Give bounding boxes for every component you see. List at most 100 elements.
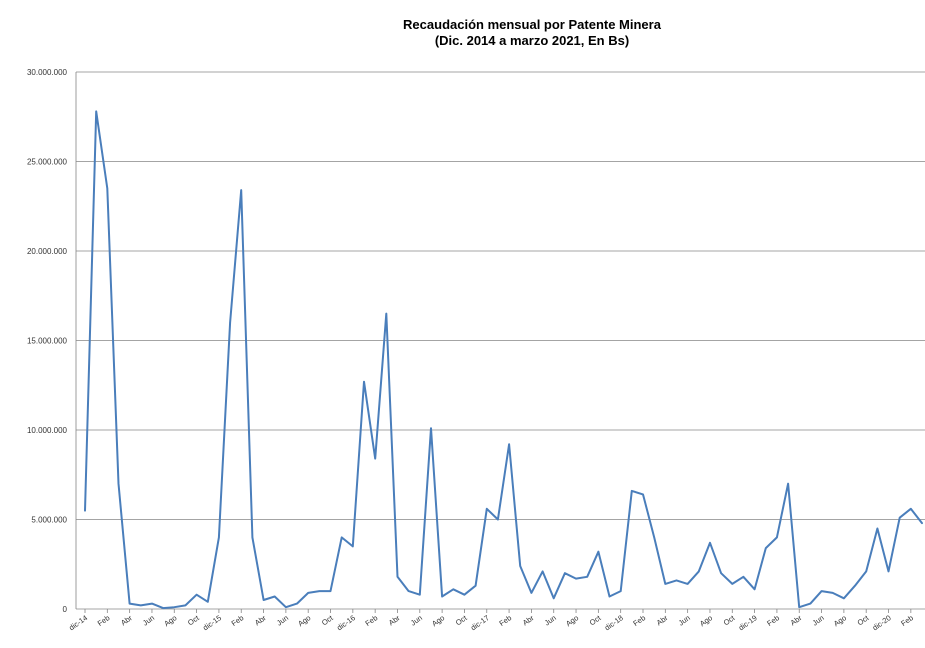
x-tick-label: Jun: [677, 613, 692, 627]
data-point: [687, 583, 689, 585]
x-tick-label: Jun: [543, 613, 558, 627]
x-tick-label: Jun: [275, 613, 290, 627]
y-tick-label: 20.000.000: [27, 247, 68, 256]
x-tick-label: Ago: [430, 613, 446, 628]
x-tick-label: Feb: [631, 613, 647, 628]
x-tick-label: dic-17: [469, 613, 491, 632]
data-point: [541, 570, 544, 573]
data-point: [776, 536, 778, 539]
y-tick-label: 30.000.000: [27, 68, 68, 77]
data-point: [173, 606, 175, 608]
data-point: [408, 590, 410, 592]
data-point: [564, 572, 566, 574]
data-point: [285, 606, 287, 608]
x-tick-label: dic-18: [603, 613, 625, 632]
data-point: [329, 590, 332, 592]
data-point: [84, 509, 86, 512]
data-point: [709, 542, 711, 544]
data-point: [441, 595, 443, 598]
data-point: [151, 603, 153, 605]
data-point: [787, 483, 789, 485]
data-point: [184, 604, 187, 607]
x-tick-label: Oct: [454, 613, 469, 628]
x-tick-label: Feb: [230, 613, 246, 628]
data-point: [608, 595, 611, 598]
data-point: [341, 536, 343, 539]
data-point: [140, 604, 142, 607]
data-point: [586, 576, 588, 578]
data-point: [117, 483, 120, 485]
x-tick-label: dic-20: [871, 613, 893, 632]
data-point: [832, 592, 834, 594]
x-tick-label: dic-16: [335, 613, 357, 632]
data-point: [899, 517, 901, 519]
x-tick-label: Ago: [564, 613, 580, 628]
data-point: [196, 594, 198, 596]
data-point: [765, 547, 767, 549]
data-point: [274, 595, 276, 598]
data-point: [798, 606, 800, 608]
chart-subtitle: (Dic. 2014 a marzo 2021, En Bs): [435, 33, 629, 48]
data-point: [307, 592, 309, 594]
data-point: [809, 603, 812, 605]
chart-title: Recaudación mensual por Patente Minera: [403, 17, 662, 32]
data-point: [508, 443, 510, 445]
data-point: [620, 590, 622, 592]
data-point: [207, 601, 209, 603]
x-tick-label: dic-19: [737, 613, 759, 632]
data-point: [664, 583, 666, 585]
data-point: [430, 427, 432, 429]
data-point: [95, 110, 97, 112]
y-tick-label: 10.000.000: [27, 426, 68, 435]
data-point: [843, 597, 845, 599]
data-point: [731, 583, 733, 585]
x-tick-label: Oct: [722, 613, 737, 628]
data-point: [352, 545, 354, 547]
data-point: [396, 576, 399, 578]
data-point: [854, 585, 856, 587]
data-point: [363, 381, 365, 383]
data-point: [475, 585, 477, 587]
x-tick-label: Feb: [364, 613, 380, 628]
data-point: [262, 599, 265, 601]
x-tick-label: Oct: [320, 613, 335, 628]
data-point: [910, 508, 912, 510]
data-point: [876, 527, 878, 530]
data-point: [106, 187, 108, 189]
data-point: [519, 565, 521, 567]
data-point: [419, 594, 421, 596]
data-point: [452, 588, 454, 590]
data-point: [374, 458, 376, 460]
x-tick-label: Abr: [521, 613, 536, 627]
data-point: [597, 551, 599, 553]
data-point: [385, 313, 387, 315]
x-tick-label: Jun: [141, 613, 156, 627]
x-tick-label: Feb: [765, 613, 781, 628]
y-tick-label: 5.000.000: [31, 516, 67, 525]
x-tick-label: Abr: [655, 613, 670, 627]
x-tick-label: Ago: [162, 613, 178, 628]
data-point: [162, 607, 164, 609]
data-point: [229, 322, 231, 324]
series-line: [84, 110, 923, 610]
data-point: [865, 570, 867, 573]
data-point: [698, 570, 700, 573]
data-point: [887, 570, 890, 573]
x-tick-label: Abr: [119, 613, 134, 627]
y-tick-label: 0: [63, 605, 68, 614]
data-point: [318, 590, 320, 592]
data-point: [742, 576, 745, 578]
x-tick-label: Ago: [296, 613, 312, 628]
data-point: [675, 579, 678, 581]
x-tick-label: Abr: [387, 613, 402, 627]
data-point: [218, 536, 220, 539]
y-tick-label: 15.000.000: [27, 337, 68, 346]
data-point: [240, 189, 242, 191]
data-point: [642, 493, 644, 496]
x-tick-label: Feb: [96, 613, 112, 628]
data-point: [296, 603, 298, 605]
data-point: [720, 572, 722, 574]
data-point: [653, 536, 655, 539]
